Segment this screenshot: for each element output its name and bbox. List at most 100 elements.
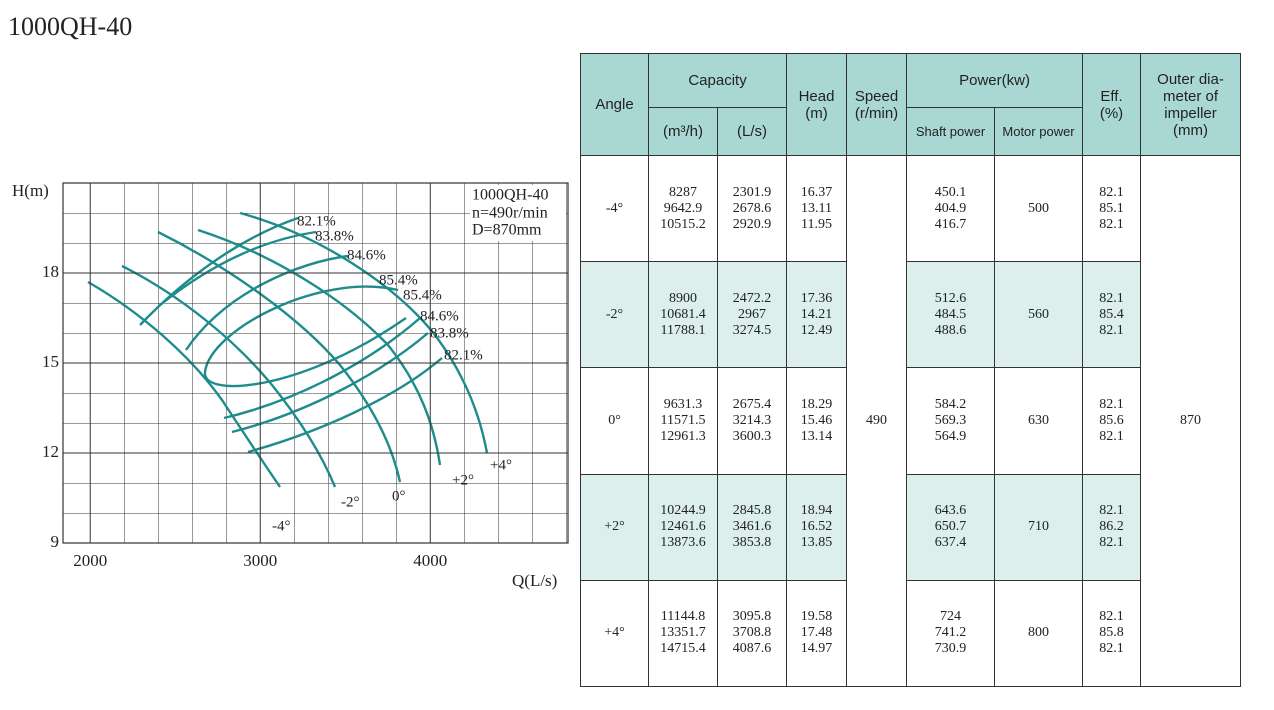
- cell: 643.6 650.7 637.4: [906, 473, 996, 581]
- cell-line: 11788.1: [660, 322, 706, 338]
- cell-line: 12.49: [800, 322, 833, 338]
- cell: 0°: [580, 367, 649, 475]
- cell: 18.94 16.52 13.85: [786, 473, 848, 581]
- angle-label: -4°: [272, 518, 291, 534]
- cell-line: Speed: [854, 87, 899, 105]
- cell: 512.6 484.5 488.6: [906, 261, 996, 369]
- info-text: n=490r/min: [472, 205, 548, 222]
- body-row: -2° 8900 10681.4 11788.1 2472.2 2967 3274.5 17.…: [580, 261, 1241, 369]
- y-tick-label: 18: [42, 262, 59, 281]
- cell-line: 3600.3: [732, 429, 772, 445]
- cell-line: 450.1: [934, 184, 967, 200]
- cell-line: 3274.5: [732, 322, 772, 338]
- cell-line: 741.2: [934, 625, 967, 641]
- cell-line: 12961.3: [660, 429, 706, 445]
- cell: 584.2 569.3 564.9: [906, 367, 996, 475]
- curve: [203, 285, 407, 388]
- curve: [139, 216, 299, 326]
- angle-label: +4°: [490, 457, 512, 473]
- cell: Shaft power: [906, 107, 996, 157]
- cell-line: (mm): [1173, 121, 1208, 139]
- cell-line: 650.7: [934, 519, 967, 535]
- curve: [87, 280, 281, 488]
- curve: [185, 254, 349, 351]
- cell-line: 3461.6: [732, 519, 772, 535]
- angle-label: -2°: [341, 494, 360, 510]
- cell-line: 82.1: [1099, 609, 1124, 625]
- cell: 2845.8 3461.6 3853.8: [716, 473, 788, 581]
- cell-line: 82.1: [1099, 503, 1124, 519]
- cell-line: Eff.: [1100, 87, 1123, 105]
- info-box: [470, 185, 566, 241]
- efficiency-label: 84.6%: [347, 247, 386, 263]
- cell-line: 8287: [669, 184, 697, 200]
- body-row: 0° 9631.3 11571.5 12961.3 2675.4 3214.3 3600.3…: [580, 367, 1241, 475]
- y-tick-label: 9: [51, 532, 60, 551]
- cell-line: 3214.3: [732, 413, 772, 429]
- cell: 82.1 85.4 82.1: [1082, 261, 1142, 369]
- cell: 870: [1140, 155, 1242, 687]
- cell: -4°: [580, 155, 649, 263]
- cell: +4°: [580, 579, 649, 688]
- cell: +2°: [580, 473, 649, 581]
- cell: 9631.3 11571.5 12961.3: [648, 367, 718, 475]
- curve: [157, 230, 402, 483]
- cell-line: (%): [1099, 104, 1124, 122]
- cell: Eff. (%): [1082, 52, 1142, 157]
- cell-line: 724: [940, 609, 962, 625]
- cell-line: Head: [798, 87, 835, 105]
- cell: 2675.4 3214.3 3600.3: [716, 367, 788, 475]
- efficiency-label: 84.6%: [420, 308, 459, 324]
- efficiency-label: 83.8%: [315, 228, 354, 244]
- curve: [159, 230, 317, 306]
- cell-line: 3853.8: [732, 535, 772, 551]
- cell-line: (m): [805, 104, 828, 122]
- cell: 800: [994, 579, 1084, 688]
- cell: 82.1 86.2 82.1: [1082, 473, 1142, 581]
- cell: 500: [994, 155, 1084, 263]
- cell: 82.1 85.6 82.1: [1082, 367, 1142, 475]
- cell: 2472.2 2967 3274.5: [716, 261, 788, 369]
- cell: (L/s): [716, 107, 788, 157]
- cell-line: 2678.6: [732, 200, 772, 216]
- cell-line: 416.7: [934, 216, 967, 232]
- cell: Head (m): [786, 52, 848, 157]
- cell-line: 16.52: [800, 519, 833, 535]
- cell-line: 14715.4: [660, 641, 706, 657]
- cell: 8900 10681.4 11788.1: [648, 261, 718, 369]
- cell: Capacity: [647, 52, 788, 109]
- body-row: -4° 8287 9642.9 10515.2 2301.9 2678.6 2920.9 16…: [580, 155, 1242, 687]
- cell-line: 85.8: [1099, 625, 1124, 641]
- cell: 710: [994, 473, 1084, 581]
- cell-line: 85.4: [1099, 306, 1124, 322]
- cell-line: 17.48: [800, 625, 833, 641]
- cell-line: 86.2: [1099, 519, 1124, 535]
- cell-line: 82.1: [1099, 216, 1124, 232]
- cell: (m³/h): [648, 107, 718, 157]
- efficiency-label: 83.8%: [430, 325, 469, 341]
- cell-line: 10515.2: [660, 216, 706, 232]
- cell: Power(kw): [906, 52, 1084, 109]
- cell-line: 14.97: [800, 641, 833, 657]
- cell-line: 18.29: [800, 397, 833, 413]
- cell-line: 564.9: [934, 429, 967, 445]
- cell: 630: [994, 367, 1084, 475]
- efficiency-curves: [139, 216, 443, 454]
- cell-line: 8900: [669, 290, 697, 306]
- cell-line: 2472.2: [732, 290, 772, 306]
- cell-line: 82.1: [1099, 641, 1124, 657]
- cell-line: 85.1: [1099, 200, 1124, 216]
- cell: Angle: [580, 52, 649, 157]
- cell: Motor power: [994, 107, 1084, 157]
- cell-line: 2920.9: [732, 216, 772, 232]
- chart: 2000 3000 4000 9 12 15 18 H(m) Q(L/s) 1000QH-40n=…: [12, 181, 569, 590]
- cell-line: meter of: [1163, 87, 1219, 105]
- cell-line: 2675.4: [732, 397, 772, 413]
- data-table: Angle Capacity Head (m) Speed (r/min) Power(kw…: [580, 52, 1242, 688]
- cell-line: 19.58: [800, 609, 833, 625]
- cell-line: 10244.9: [660, 503, 706, 519]
- cell-line: 82.1: [1099, 397, 1124, 413]
- cell-line: 488.6: [934, 322, 967, 338]
- cell: 19.58 17.48 14.97: [786, 579, 848, 688]
- cell-line: 3708.8: [732, 625, 772, 641]
